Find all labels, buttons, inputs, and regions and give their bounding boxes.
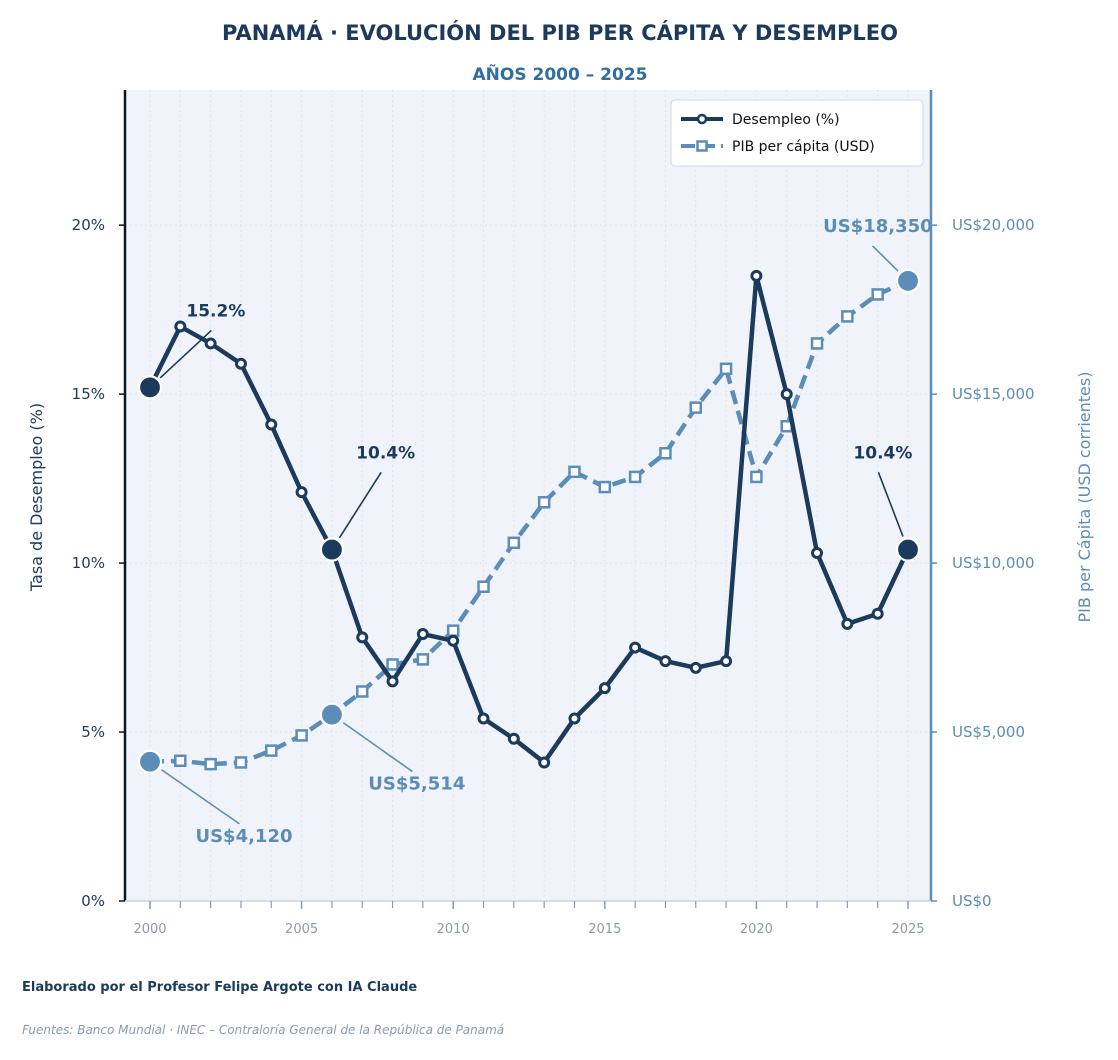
- legend: Desempleo (%) PIB per cápita (USD): [670, 99, 924, 167]
- annotation-label: US$5,514: [368, 773, 465, 794]
- gdp-point: [628, 470, 642, 484]
- annotation-arrow: [342, 722, 413, 773]
- legend-marker-unemployment: [696, 113, 708, 125]
- y-right-tick-label: US$0: [952, 892, 992, 910]
- unemployment-line: [147, 273, 911, 765]
- unemployment-point: [811, 546, 824, 559]
- x-tick-label: 2005: [285, 922, 318, 937]
- x-tick-label: 2000: [133, 922, 166, 937]
- chart-subtitle: AÑOS 2000 – 2025: [473, 62, 648, 85]
- gdp-point: [659, 447, 672, 460]
- gdp-point: [568, 465, 581, 479]
- unemployment-point: [507, 732, 520, 745]
- annotation-marker: [319, 702, 345, 727]
- unemployment-point: [568, 712, 581, 725]
- unemployment-point: [780, 388, 793, 401]
- gdp-point: [265, 744, 278, 757]
- annotation-marker: [895, 268, 921, 294]
- y-right-tick-label: US$5,000: [952, 723, 1025, 741]
- unemployment-point: [841, 617, 854, 630]
- y-right-tick-label: US$15,000: [952, 385, 1035, 403]
- unemployment-point: [265, 418, 278, 431]
- source-text: Fuentes: Banco Mundial · INEC – Contralo…: [22, 1023, 504, 1037]
- y-left-tick-label: 5%: [81, 723, 105, 741]
- annotation-label: 15.2%: [186, 301, 245, 321]
- unemployment-point: [720, 655, 733, 668]
- unemployment-point: [689, 661, 702, 674]
- annotation-marker: [895, 537, 921, 562]
- y-left-tick-label: 20%: [72, 216, 105, 234]
- gdp-point: [719, 362, 733, 376]
- unemployment-point: [416, 628, 429, 641]
- annotation-arrow: [872, 245, 899, 272]
- unemployment-point: [204, 337, 217, 350]
- annotation-arrow: [161, 769, 240, 825]
- gdp-point: [750, 470, 763, 484]
- x-tick-label: 2020: [740, 922, 773, 937]
- y-left-tick-label: 15%: [72, 385, 105, 403]
- y-left-tick-label: 0%: [81, 892, 105, 910]
- annotation-label: 10.4%: [853, 443, 912, 463]
- annotation-arrow: [877, 472, 904, 537]
- axes: 0% 5% 10% 15% 20% US$0 US$5,000 US$10,000 US$15,…: [72, 90, 1035, 937]
- gdp-point: [204, 757, 217, 771]
- annotation-label: 10.4%: [356, 443, 415, 463]
- series-gdp: [143, 274, 915, 771]
- unemployment-point: [659, 655, 672, 668]
- gdp-point: [871, 288, 884, 301]
- gdp-point: [507, 536, 521, 550]
- x-tick-label: 2015: [588, 922, 621, 937]
- chart-title: PANAMÁ · EVOLUCIÓN DEL PIB PER CÁPITA Y …: [222, 20, 898, 45]
- legend-label-unemployment: Desempleo (%): [732, 112, 840, 128]
- x-tick-label: 2010: [437, 922, 470, 937]
- annotations: 15.2% 10.4% 10.4% US$4,120 US$5,514 US$18,350: [137, 216, 933, 847]
- annotation-label: US$18,350: [823, 216, 933, 237]
- unemployment-point: [174, 320, 187, 333]
- gdp-point: [598, 480, 612, 494]
- legend-label-gdp: PIB per cápita (USD): [732, 139, 875, 155]
- y-right-tick-label: US$20,000: [952, 216, 1035, 234]
- gdp-point: [386, 658, 399, 671]
- unemployment-point: [629, 641, 642, 654]
- annotation-marker: [137, 375, 163, 400]
- plot-area: [125, 90, 931, 901]
- gdp-point: [810, 337, 824, 350]
- annotation-marker: [137, 749, 163, 774]
- unemployment-point: [871, 607, 884, 620]
- unemployment-point: [750, 269, 763, 282]
- y-left-tick-label: 10%: [72, 554, 105, 572]
- x-tick-label: 2025: [891, 922, 924, 937]
- gdp-point: [416, 653, 430, 666]
- gdp-point: [841, 310, 854, 323]
- gdp-point: [537, 496, 551, 509]
- y-right-tick-label: US$10,000: [952, 554, 1035, 572]
- annotation-arrow: [338, 471, 382, 539]
- gdp-point: [234, 756, 248, 769]
- unemployment-point: [477, 712, 490, 725]
- gdp-point: [295, 729, 308, 742]
- annotation-label: US$4,120: [195, 826, 292, 847]
- y-axis-left-label: Tasa de Desempleo (%): [27, 403, 46, 592]
- gdp-point: [446, 624, 460, 637]
- unemployment-point: [386, 675, 399, 688]
- gdp-point: [355, 685, 369, 698]
- legend-marker-gdp: [696, 140, 708, 152]
- gdp-point: [689, 401, 703, 414]
- gdp-point: [477, 580, 490, 593]
- unemployment-point: [295, 486, 308, 499]
- annotation-marker: [319, 537, 345, 562]
- unemployment-point: [598, 682, 611, 695]
- unemployment-point: [447, 634, 460, 647]
- unemployment-point: [234, 357, 247, 370]
- unemployment-point: [538, 756, 551, 769]
- gdp-point: [174, 754, 187, 768]
- annotation-arrow: [159, 329, 212, 379]
- y-axis-right-label: PIB per Cápita (USD corrientes): [1075, 372, 1094, 623]
- unemployment-point: [356, 631, 369, 644]
- credit-text: Elaborado por el Profesor Felipe Argote …: [22, 980, 417, 995]
